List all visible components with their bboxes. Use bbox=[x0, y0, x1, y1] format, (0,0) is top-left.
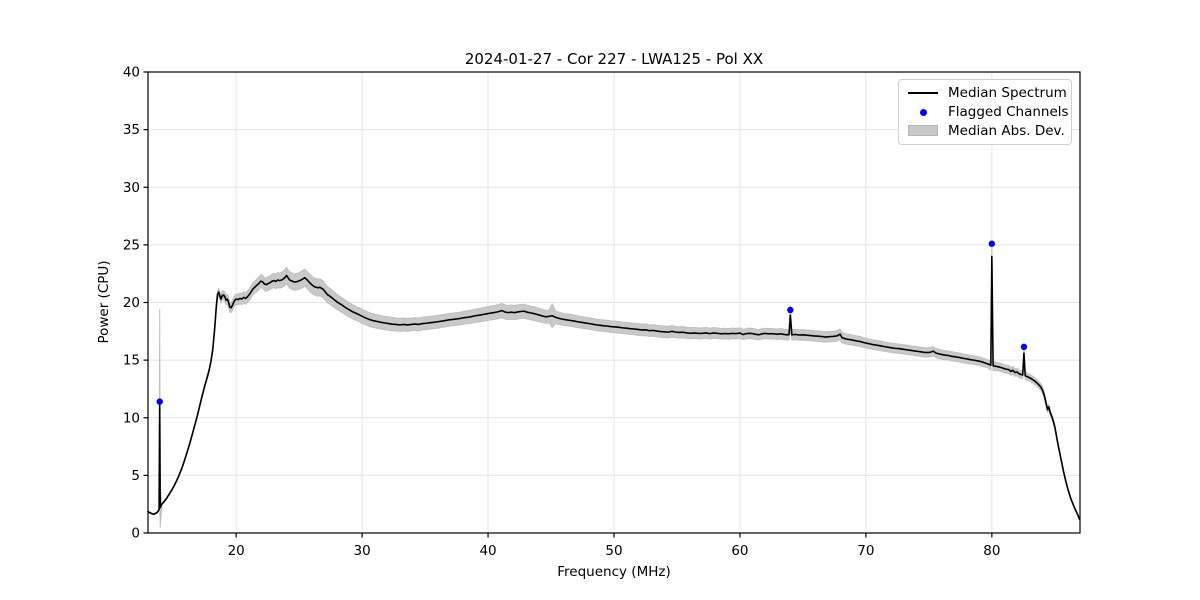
legend-patch-swatch bbox=[906, 125, 940, 137]
flagged-channel-points bbox=[156, 240, 1028, 405]
patch-swatch-icon bbox=[908, 125, 938, 137]
legend-item-flagged-channels: Flagged Channels bbox=[906, 103, 1069, 122]
y-tick-label: 25 bbox=[123, 237, 140, 253]
legend: Median Spectrum Flagged Channels Median … bbox=[898, 79, 1072, 145]
legend-marker-swatch bbox=[906, 108, 940, 116]
x-tick-label: 20 bbox=[228, 543, 245, 559]
flagged-channel-point bbox=[787, 306, 794, 314]
y-tick-label: 5 bbox=[131, 468, 140, 484]
x-tick-label: 60 bbox=[731, 543, 748, 559]
y-tick-label: 15 bbox=[123, 353, 140, 369]
line-swatch-icon bbox=[908, 92, 938, 95]
x-tick-label: 40 bbox=[479, 543, 496, 559]
tick-labels: 20 30 40 50 60 70 80 0 5 10 15 20 25 30 35 40 bbox=[123, 65, 1001, 560]
y-tick-label: 0 bbox=[131, 526, 140, 542]
dot-swatch-icon bbox=[919, 108, 927, 116]
grid-lines bbox=[148, 71, 1080, 534]
legend-item-median-spectrum: Median Spectrum bbox=[906, 84, 1067, 103]
legend-line-swatch bbox=[906, 92, 940, 95]
y-tick-label: 35 bbox=[123, 122, 140, 138]
x-tick-label: 80 bbox=[983, 543, 1000, 559]
median-spectrum-line bbox=[147, 255, 1081, 520]
median-spectrum-path bbox=[147, 255, 1081, 520]
chart-title: 2024-01-27 - Cor 227 - LWA125 - Pol XX bbox=[465, 50, 763, 68]
x-tick-label: 70 bbox=[857, 543, 874, 559]
legend-label: Median Abs. Dev. bbox=[948, 122, 1065, 139]
flagged-channel-point bbox=[988, 240, 996, 247]
legend-label: Median Spectrum bbox=[948, 85, 1067, 102]
y-tick-label: 10 bbox=[123, 410, 140, 426]
x-tick-label: 30 bbox=[354, 543, 371, 559]
flagged-channel-point bbox=[1020, 343, 1028, 351]
legend-item-median-abs-dev: Median Abs. Dev. bbox=[906, 121, 1065, 140]
x-axis-label: Frequency (MHz) bbox=[557, 564, 670, 580]
y-tick-label: 40 bbox=[123, 65, 140, 81]
flagged-channel-point bbox=[156, 398, 163, 405]
legend-label: Flagged Channels bbox=[948, 104, 1069, 120]
y-tick-label: 30 bbox=[123, 180, 140, 196]
tick-marks bbox=[143, 71, 993, 538]
y-axis-label: Power (CPU) bbox=[96, 260, 112, 343]
y-tick-label: 20 bbox=[123, 295, 140, 311]
x-tick-label: 50 bbox=[605, 543, 622, 559]
